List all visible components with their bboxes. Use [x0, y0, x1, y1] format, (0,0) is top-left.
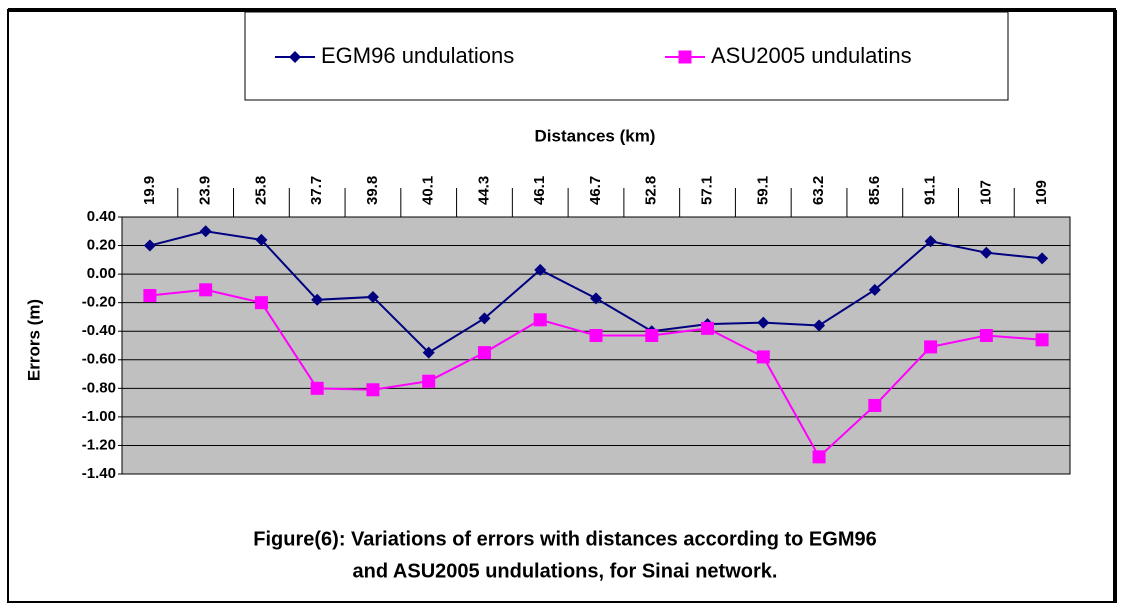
y-tick-label: 0.20	[87, 237, 116, 254]
y-tick-label: -1.00	[82, 408, 116, 425]
data-point	[868, 283, 881, 296]
caption: Figure(6): Variations of errors with dis…	[253, 528, 876, 550]
x-tick-label: 85.6	[866, 176, 883, 205]
x-tick-label: 25.8	[252, 176, 269, 205]
x-tick-label: 59.1	[754, 176, 771, 205]
data-point	[143, 289, 157, 303]
caption: and ASU2005 undulations, for Sinai netwo…	[353, 560, 778, 582]
data-point	[478, 312, 491, 325]
legend-label: EGM96 undulations	[321, 43, 514, 68]
y-tick-label: -1.40	[82, 465, 116, 482]
data-point	[645, 329, 659, 343]
data-point	[924, 340, 938, 354]
data-point	[143, 239, 156, 252]
data-point	[254, 296, 268, 310]
data-point	[422, 346, 435, 359]
data-point	[924, 235, 937, 248]
x-tick-label: 46.1	[531, 176, 548, 205]
data-point	[1035, 333, 1049, 347]
data-point	[1036, 252, 1049, 265]
x-tick-label: 19.9	[141, 176, 158, 205]
data-point	[422, 374, 436, 388]
data-point	[590, 292, 602, 305]
data-point	[199, 225, 212, 238]
data-point	[757, 316, 770, 329]
x-tick-label: 39.8	[364, 176, 381, 205]
x-tick-label: 52.8	[643, 176, 660, 205]
data-point	[311, 293, 324, 306]
x-tick-label: 23.9	[197, 176, 214, 205]
data-point	[533, 313, 547, 327]
x-axis-title: Distances (km)	[535, 126, 656, 145]
legend-marker	[289, 51, 301, 63]
x-tick-label: 40.1	[420, 176, 437, 205]
data-point	[812, 450, 826, 464]
data-point	[589, 329, 603, 343]
data-point	[756, 350, 770, 364]
y-tick-label: -1.20	[82, 436, 116, 453]
x-tick-label: 57.1	[698, 176, 715, 205]
y-tick-label: 0.00	[87, 265, 116, 282]
data-point	[310, 381, 324, 395]
data-point	[813, 319, 826, 332]
x-tick-label: 107	[977, 180, 994, 205]
data-point	[199, 283, 213, 297]
data-point	[534, 263, 547, 276]
x-tick-label: 44.3	[475, 176, 492, 205]
x-tick-label: 37.7	[308, 176, 325, 205]
y-tick-label: -0.20	[82, 294, 116, 311]
data-point	[980, 246, 993, 259]
y-tick-label: -0.80	[82, 379, 116, 396]
x-tick-label: 63.2	[810, 176, 827, 205]
data-point	[868, 398, 882, 412]
legend-label: ASU2005 undulatins	[711, 43, 912, 68]
y-tick-label: -0.60	[82, 351, 116, 368]
data-point	[366, 290, 379, 303]
legend-box	[244, 11, 1009, 101]
x-tick-label: 91.1	[922, 176, 939, 205]
y-tick-label: 0.40	[87, 208, 116, 225]
legend-marker	[678, 50, 692, 64]
data-point	[701, 321, 715, 335]
data-point	[255, 233, 268, 246]
x-tick-label: 46.7	[587, 176, 604, 205]
data-point	[979, 329, 993, 343]
y-tick-label: -0.40	[82, 322, 116, 339]
data-point	[477, 346, 491, 360]
x-tick-label: 109	[1033, 180, 1050, 205]
data-point	[366, 383, 380, 397]
y-axis-title: Errors (m)	[24, 299, 43, 381]
